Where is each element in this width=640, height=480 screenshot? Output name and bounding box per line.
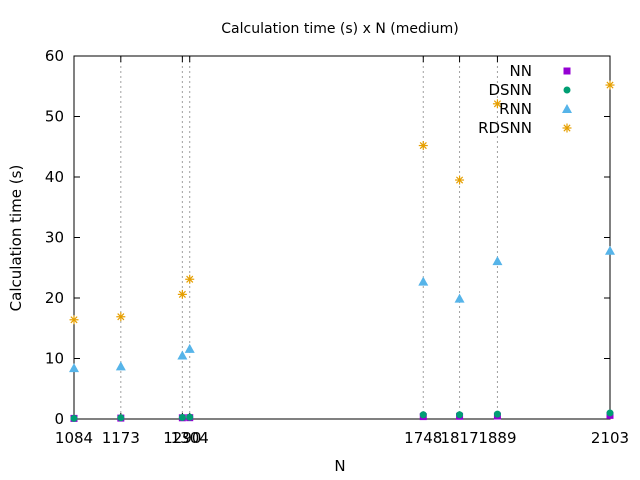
- data-point-rnn: [418, 276, 429, 286]
- legend-marker-rdsnn: [562, 123, 572, 133]
- x-tick-label: 1748: [404, 429, 442, 447]
- x-tick-label: 1084: [55, 429, 93, 447]
- data-point-dsnn: [186, 413, 194, 421]
- data-point-rnn: [69, 363, 79, 373]
- data-point-rnn: [454, 293, 465, 303]
- legend-label-rnn: RNN: [499, 100, 532, 118]
- data-point-dsnn: [70, 414, 78, 422]
- data-point-rnn: [184, 343, 195, 353]
- data-point-dsnn: [606, 409, 614, 417]
- data-point-dsnn: [419, 411, 427, 419]
- data-point-dsnn: [178, 413, 186, 421]
- legend-marker-dsnn: [563, 86, 571, 94]
- y-tick-label: 20: [45, 289, 64, 307]
- data-point-rdsnn: [185, 274, 195, 284]
- x-axis-label: N: [334, 457, 345, 475]
- legend-label-dsnn: DSNN: [488, 81, 532, 99]
- legend-marker-nn: [563, 67, 571, 75]
- x-tick-label: 1173: [102, 429, 140, 447]
- data-point-rnn: [115, 361, 126, 371]
- y-tick-label: 30: [45, 229, 64, 247]
- data-point-rdsnn: [69, 315, 79, 325]
- data-point-dsnn: [117, 414, 125, 422]
- data-point-rdsnn: [116, 312, 126, 322]
- y-tick-label: 60: [45, 47, 64, 65]
- data-point-rnn: [605, 245, 615, 255]
- data-point-rdsnn: [455, 175, 465, 185]
- chart-title: Calculation time (s) x N (medium): [221, 21, 458, 37]
- legend-marker-rnn: [562, 104, 572, 113]
- grid-lines: [120, 56, 498, 419]
- data-points: [69, 80, 615, 422]
- data-point-rdsnn: [418, 141, 428, 151]
- x-tick-label: 1290: [163, 429, 201, 447]
- data-point-rdsnn: [492, 99, 502, 109]
- y-tick-label: 0: [54, 410, 64, 428]
- x-tick-label: 2103: [591, 429, 629, 447]
- x-tick-label: 1817: [440, 429, 478, 447]
- data-point-rdsnn: [605, 80, 615, 90]
- data-point-dsnn: [493, 410, 501, 418]
- data-point-rnn: [177, 350, 188, 360]
- y-tick-label: 40: [45, 168, 64, 186]
- legend-label-nn: NN: [510, 62, 532, 80]
- data-point-dsnn: [456, 411, 464, 419]
- x-tick-label: 1304: [171, 429, 209, 447]
- y-tick-label: 50: [45, 108, 64, 126]
- legend-label-rdsnn: RDSNN: [478, 119, 532, 137]
- y-tick-label: 10: [45, 350, 64, 368]
- y-axis-label: Calculation time (s): [7, 165, 25, 312]
- data-point-rdsnn: [177, 289, 187, 299]
- data-point-rnn: [492, 256, 503, 266]
- x-tick-label: 1889: [478, 429, 516, 447]
